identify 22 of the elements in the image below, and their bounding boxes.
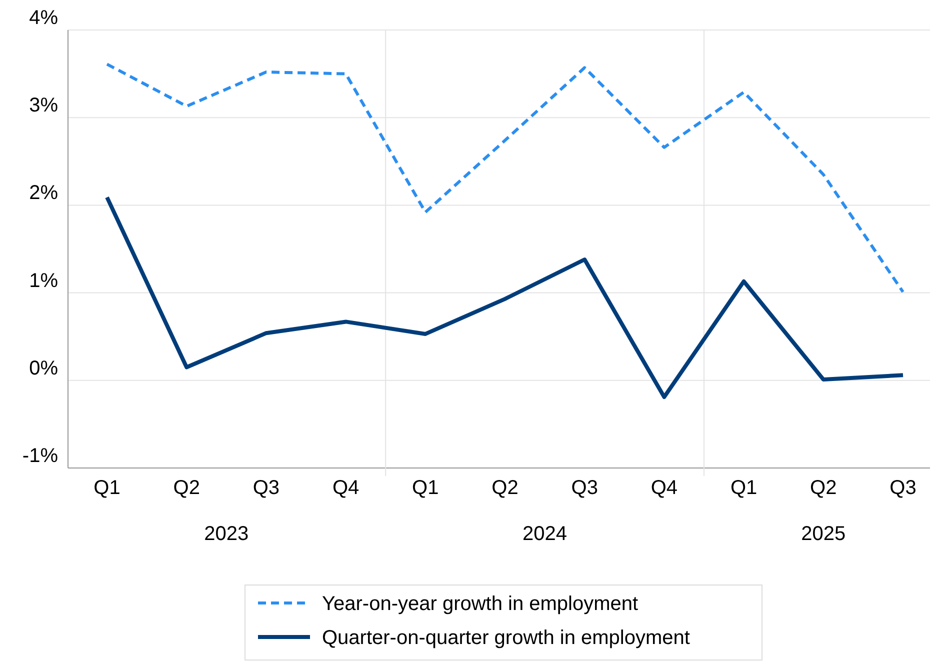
text: 2024 <box>522 523 568 545</box>
x-tick-label: Q3 <box>890 477 916 500</box>
text: 2025 <box>801 523 846 545</box>
y-tick-label: -1% <box>22 445 58 467</box>
x-tick-label: Q1 <box>94 477 120 500</box>
x-tick-label: Q1 <box>730 477 758 500</box>
y-tick-label: 2% <box>29 182 58 204</box>
x-tick-label: Q1 <box>412 477 439 500</box>
x-tick-label: Q4 <box>650 477 678 500</box>
legend-label: Quarter-on-quarter growth in employment <box>322 627 690 649</box>
y-tick-label: 3% <box>29 94 58 117</box>
x-tick-label: Q3 <box>252 477 280 500</box>
text: 2023 <box>204 523 249 545</box>
x-tick-label: Q4 <box>332 477 360 500</box>
y-tick-label: 4% <box>29 7 58 29</box>
y-tick-label: 0% <box>29 357 58 380</box>
x-tick-label: Q3 <box>571 477 598 500</box>
legend-label: Year-on-year growth in employment <box>322 593 639 615</box>
x-tick-label: Q2 <box>492 477 518 500</box>
y-tick-label: 1% <box>29 270 58 292</box>
x-tick-label: Q2 <box>173 477 200 500</box>
x-tick-label: Q2 <box>810 477 837 500</box>
